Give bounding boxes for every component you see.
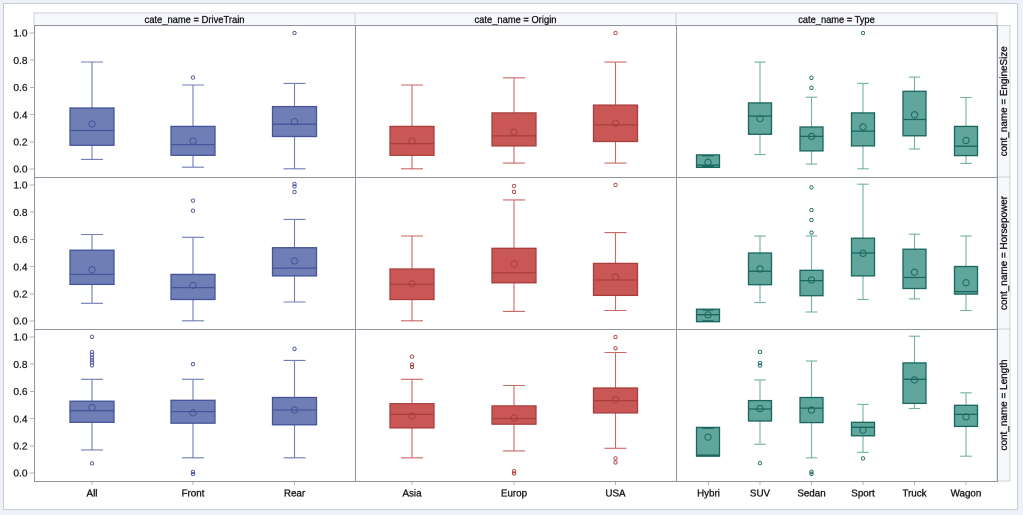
svg-text:Sport: Sport	[851, 489, 875, 500]
svg-text:0.2: 0.2	[13, 441, 27, 452]
svg-text:cont_name = Horsepower: cont_name = Horsepower	[999, 195, 1010, 310]
svg-text:0.2: 0.2	[13, 289, 27, 300]
svg-text:Front: Front	[182, 489, 205, 500]
svg-text:Asia: Asia	[402, 489, 422, 500]
svg-text:cate_name = Type: cate_name = Type	[798, 15, 875, 26]
svg-text:Hybri: Hybri	[697, 489, 720, 500]
svg-text:0.6: 0.6	[13, 387, 27, 398]
svg-text:SUV: SUV	[750, 489, 771, 500]
svg-text:1.0: 1.0	[13, 181, 27, 192]
svg-text:cate_name = DriveTrain: cate_name = DriveTrain	[145, 15, 245, 26]
svg-text:0.4: 0.4	[13, 110, 27, 121]
svg-text:0.2: 0.2	[13, 137, 27, 148]
svg-text:cont_name = Length: cont_name = Length	[999, 360, 1010, 451]
svg-text:0.0: 0.0	[13, 317, 27, 328]
svg-text:0.8: 0.8	[13, 208, 27, 219]
svg-text:0.6: 0.6	[13, 235, 27, 246]
svg-text:0.0: 0.0	[13, 165, 27, 176]
svg-text:Europ: Europ	[501, 489, 528, 500]
svg-text:0.8: 0.8	[13, 360, 27, 371]
svg-text:1.0: 1.0	[13, 29, 27, 40]
svg-text:0.6: 0.6	[13, 83, 27, 94]
svg-text:USA: USA	[605, 489, 626, 500]
svg-text:0.8: 0.8	[13, 56, 27, 67]
svg-text:All: All	[87, 489, 98, 500]
svg-text:Rear: Rear	[284, 489, 306, 500]
svg-text:cont_name = EngineSize: cont_name = EngineSize	[999, 46, 1010, 156]
svg-text:cate_name = Origin: cate_name = Origin	[475, 15, 557, 26]
svg-text:Wagon: Wagon	[951, 489, 982, 500]
svg-text:1.0: 1.0	[13, 333, 27, 344]
svg-text:0.0: 0.0	[13, 469, 27, 480]
svg-text:Sedan: Sedan	[797, 489, 825, 500]
svg-text:0.4: 0.4	[13, 414, 27, 425]
svg-text:Truck: Truck	[902, 489, 926, 500]
svg-text:0.4: 0.4	[13, 262, 27, 273]
